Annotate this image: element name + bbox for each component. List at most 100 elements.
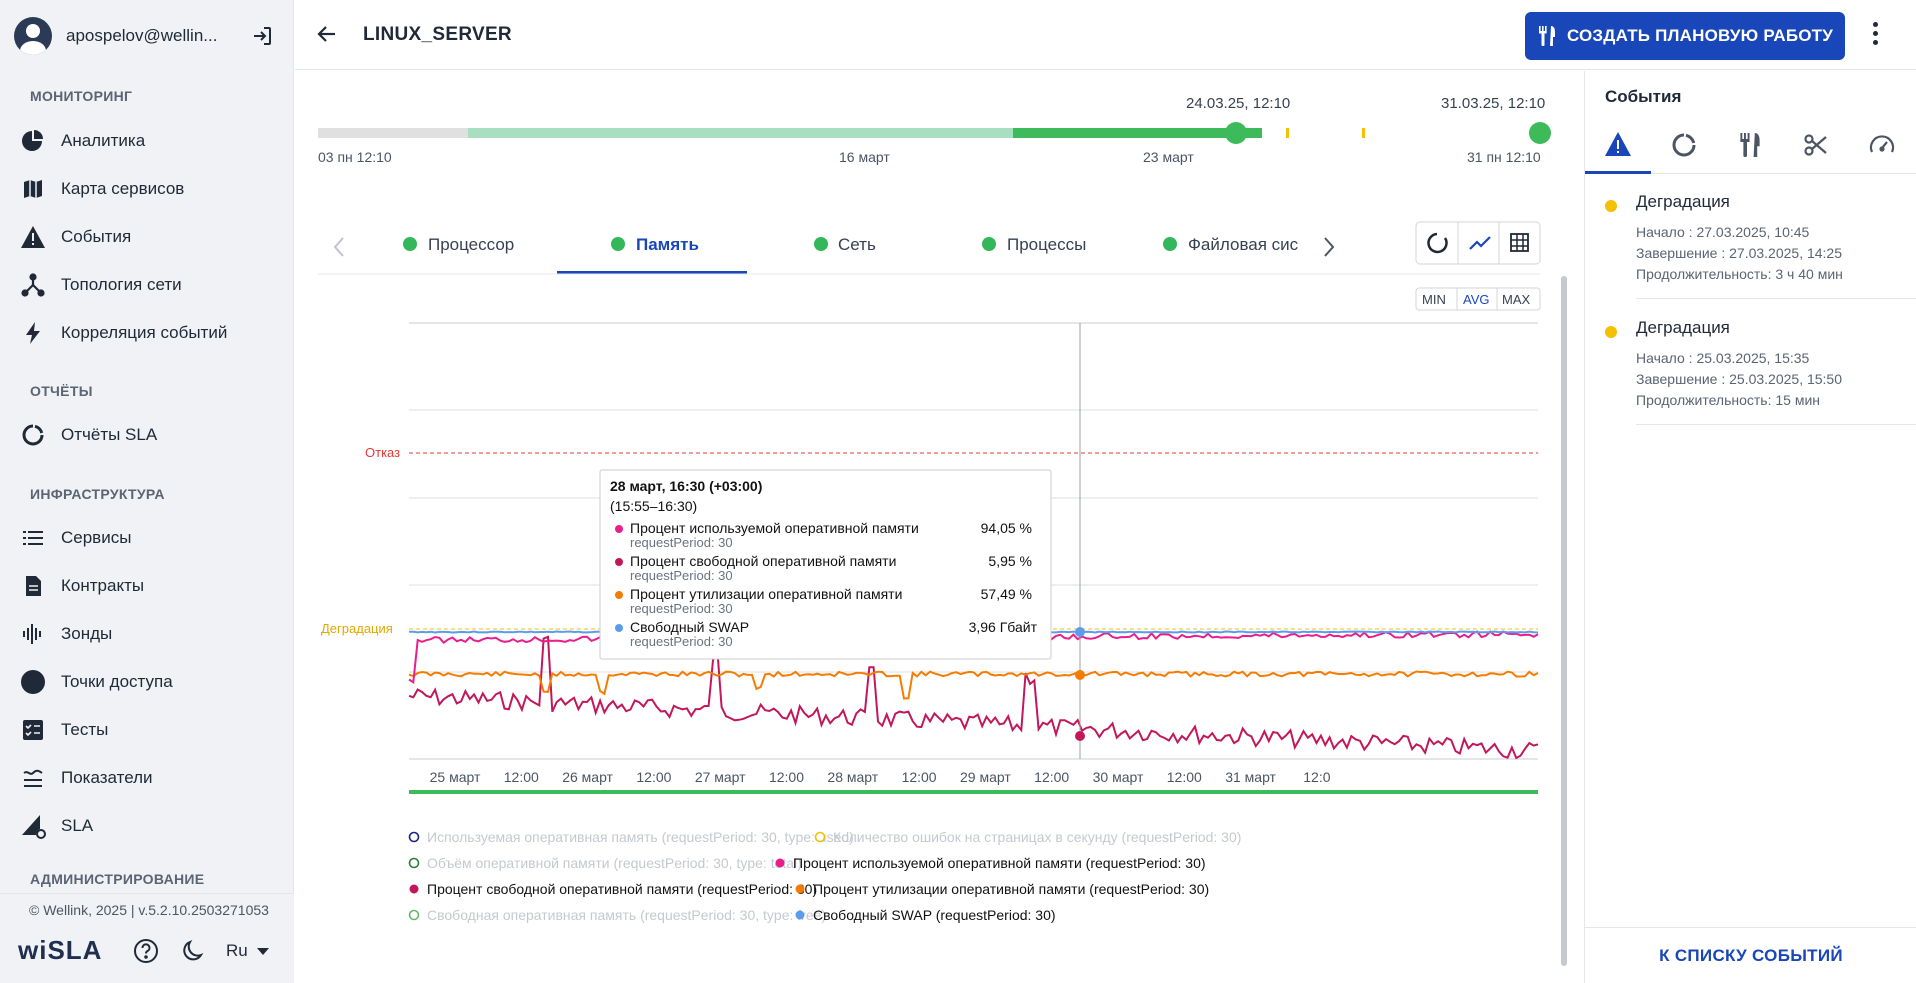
timeline-range-end-handle[interactable]: [1529, 122, 1551, 144]
sidebar-item-label: Аналитика: [61, 131, 145, 151]
circular-report-icon: [1671, 132, 1697, 158]
legend-item[interactable]: Свободный SWAP (requestPeriod: 30): [796, 907, 1056, 923]
warning-icon: [20, 224, 46, 250]
tab-network[interactable]: Сеть: [814, 235, 876, 254]
tab-sla-reports[interactable]: [1651, 116, 1717, 174]
timeline[interactable]: 24.03.25, 12:10 31.03.25, 12:10 03 пн 12…: [318, 95, 1551, 165]
sidebar-item-analytics[interactable]: Аналитика: [20, 123, 280, 159]
tooltip-row-value: 57,49 %: [981, 586, 1032, 602]
legend-item[interactable]: Количество ошибок на страницах в секунду…: [816, 829, 1242, 845]
topology-icon: [20, 272, 46, 298]
sidebar-item-events[interactable]: События: [20, 219, 280, 255]
event-start: Начало : 25.03.2025, 15:35: [1636, 350, 1809, 366]
indicators-icon: [20, 765, 46, 791]
legend-marker: [776, 859, 785, 868]
moon-icon[interactable]: [181, 938, 207, 964]
status-dot: [1605, 326, 1617, 338]
event-duration: Продолжительность: 3 ч 40 мин: [1636, 266, 1843, 282]
crosshair-marker-free: [1075, 731, 1085, 741]
legend-item[interactable]: Используемая оперативная память (request…: [410, 829, 854, 845]
sidebar-item-probes[interactable]: Зонды: [20, 616, 280, 652]
tab-processes[interactable]: Процессы: [982, 235, 1086, 254]
legend-item[interactable]: Объём оперативной памяти (requestPeriod:…: [410, 855, 802, 871]
sidebar-item-event-correlation[interactable]: Корреляция событий: [20, 315, 280, 351]
sidebar-item-services[interactable]: Сервисы: [20, 520, 280, 556]
tooltip-row-value: 3,96 Гбайт: [969, 619, 1038, 635]
availability-bar: [409, 790, 1538, 794]
tab-label: Память: [636, 235, 699, 254]
sidebar-item-label: Показатели: [61, 768, 153, 788]
sidebar-item-network-topology[interactable]: Топология сети: [20, 267, 280, 303]
timeline-range-start-handle[interactable]: [1225, 122, 1247, 144]
tab-alerts[interactable]: [1585, 116, 1651, 174]
sidebar-item-label: Точки доступа: [61, 672, 173, 692]
events-panel-tabs: [1585, 116, 1916, 174]
avatar[interactable]: [14, 17, 52, 55]
language-selector[interactable]: Ru: [226, 941, 269, 961]
tab-filesystem[interactable]: Файловая сис: [1163, 235, 1299, 254]
user-block[interactable]: apospelov@wellin...: [14, 16, 284, 56]
tooltip-dot: [615, 558, 623, 566]
tab-incidents[interactable]: [1783, 116, 1849, 174]
legend-item[interactable]: Процент утилизации оперативной памяти (r…: [796, 881, 1210, 897]
tooltip-row-sub: requestPeriod: 30: [630, 535, 733, 550]
nav-section-monitoring: МОНИТОРИНГ: [30, 88, 132, 104]
legend-label: Используемая оперативная память (request…: [427, 829, 854, 845]
logout-icon[interactable]: [250, 24, 274, 48]
legend-marker: [410, 859, 419, 868]
tab-performance[interactable]: [1849, 116, 1915, 174]
sidebar-item-contracts[interactable]: Контракты: [20, 568, 280, 604]
help-icon[interactable]: [133, 938, 159, 964]
tab-memory[interactable]: Память: [557, 235, 747, 274]
sidebar-item-indicators[interactable]: Показатели: [20, 760, 280, 796]
chevron-left-icon[interactable]: [335, 238, 343, 256]
x-tick-label: 29 март: [960, 769, 1011, 785]
tab-processor[interactable]: Процессор: [403, 235, 514, 254]
timeline-start-label: 03 пн 12:10: [318, 149, 392, 165]
sidebar-item-sla[interactable]: SLA: [20, 808, 280, 844]
sidebar: apospelov@wellin... МОНИТОРИНГ Аналитика…: [0, 0, 294, 983]
document-icon: [20, 573, 46, 599]
divider: [1636, 424, 1916, 425]
nav-section-infrastructure: ИНФРАСТРУКТУРА: [30, 486, 165, 502]
chevron-down-icon: [257, 948, 269, 955]
more-menu-icon[interactable]: [1870, 22, 1880, 50]
create-scheduled-work-button[interactable]: СОЗДАТЬ ПЛАНОВУЮ РАБОТУ: [1525, 12, 1845, 60]
agg-avg-button[interactable]: AVG: [1463, 292, 1490, 307]
chevron-right-icon[interactable]: [1325, 238, 1333, 256]
tooltip-row-name: Свободный SWAP: [630, 619, 749, 635]
legend-marker: [410, 833, 419, 842]
legend-label: Объём оперативной памяти (requestPeriod:…: [427, 855, 802, 871]
sidebar-item-service-map[interactable]: Карта сервисов: [20, 171, 280, 207]
sidebar-item-label: Отчёты SLA: [61, 425, 157, 445]
tools-icon: [1537, 25, 1557, 47]
legend-label: Свободная оперативная память (requestPer…: [427, 907, 826, 923]
events-list-link[interactable]: К СПИСКУ СОБЫТИЙ: [1585, 927, 1916, 983]
sidebar-item-label: События: [61, 227, 131, 247]
arrow-back-icon[interactable]: [315, 22, 339, 46]
legend-item[interactable]: Процент используемой оперативной памяти …: [776, 855, 1206, 871]
tooltip-row-name: Процент утилизации оперативной памяти: [630, 586, 902, 602]
sidebar-item-access-points[interactable]: Точки доступа: [20, 664, 280, 700]
agg-max-button[interactable]: MAX: [1502, 292, 1531, 307]
checklist-icon: [20, 717, 46, 743]
legend-item[interactable]: Свободная оперативная память (requestPer…: [410, 907, 827, 923]
sidebar-item-tests[interactable]: Тесты: [20, 712, 280, 748]
user-name: apospelov@wellin...: [66, 26, 226, 46]
event-item[interactable]: Деградация Начало : 27.03.2025, 10:45 За…: [1605, 192, 1916, 302]
tooltip-row-name: Процент свободной оперативной памяти: [630, 553, 896, 569]
tooltip-row-sub: requestPeriod: 30: [630, 568, 733, 583]
divider: [1636, 298, 1916, 299]
event-item[interactable]: Деградация Начало : 25.03.2025, 15:35 За…: [1605, 318, 1916, 428]
tab-maintenance[interactable]: [1717, 116, 1783, 174]
tab-label: Сеть: [838, 235, 876, 254]
status-dot: [814, 237, 828, 251]
tooltip-row-sub: requestPeriod: 30: [630, 634, 733, 649]
page-header: LINUX_SERVER СОЗДАТЬ ПЛАНОВУЮ РАБОТУ: [295, 0, 1916, 70]
agg-min-button[interactable]: MIN: [1422, 292, 1446, 307]
sidebar-item-sla-reports[interactable]: Отчёты SLA: [20, 417, 280, 453]
vertical-scrollbar[interactable]: [1561, 276, 1567, 966]
legend-label: Процент свободной оперативной памяти (re…: [427, 881, 817, 897]
legend-item[interactable]: Процент свободной оперативной памяти (re…: [410, 881, 818, 897]
